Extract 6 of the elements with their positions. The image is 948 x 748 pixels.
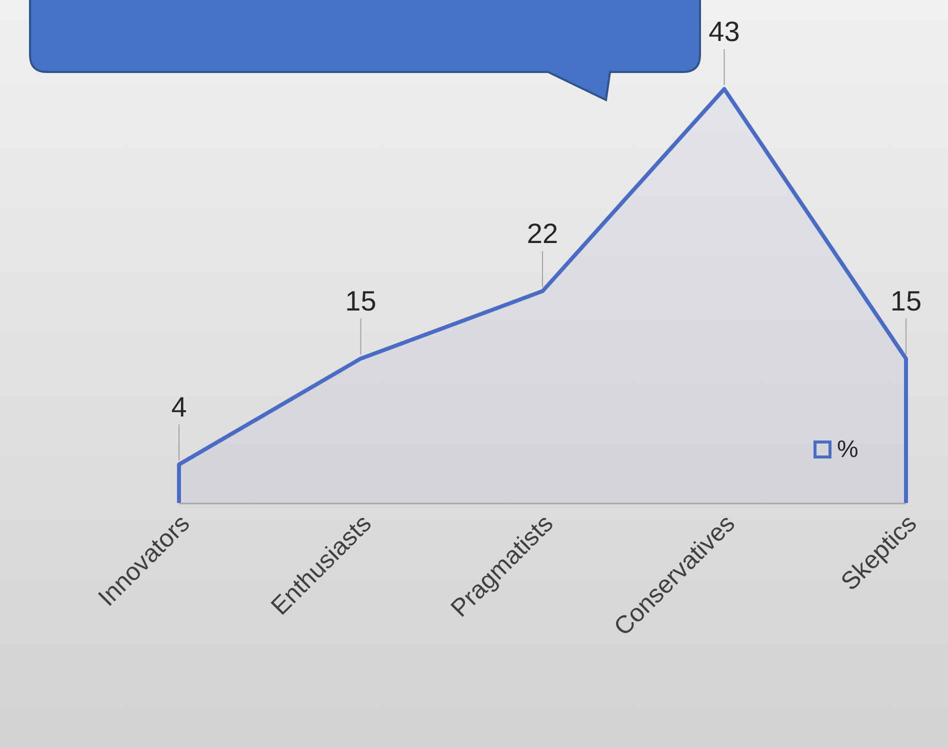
data-label: 15 [890, 286, 922, 317]
data-label: 43 [708, 16, 740, 47]
data-label: 15 [345, 286, 376, 317]
data-label: 22 [526, 218, 558, 250]
data-label: 4 [171, 391, 187, 422]
legend-label: % [837, 436, 858, 463]
